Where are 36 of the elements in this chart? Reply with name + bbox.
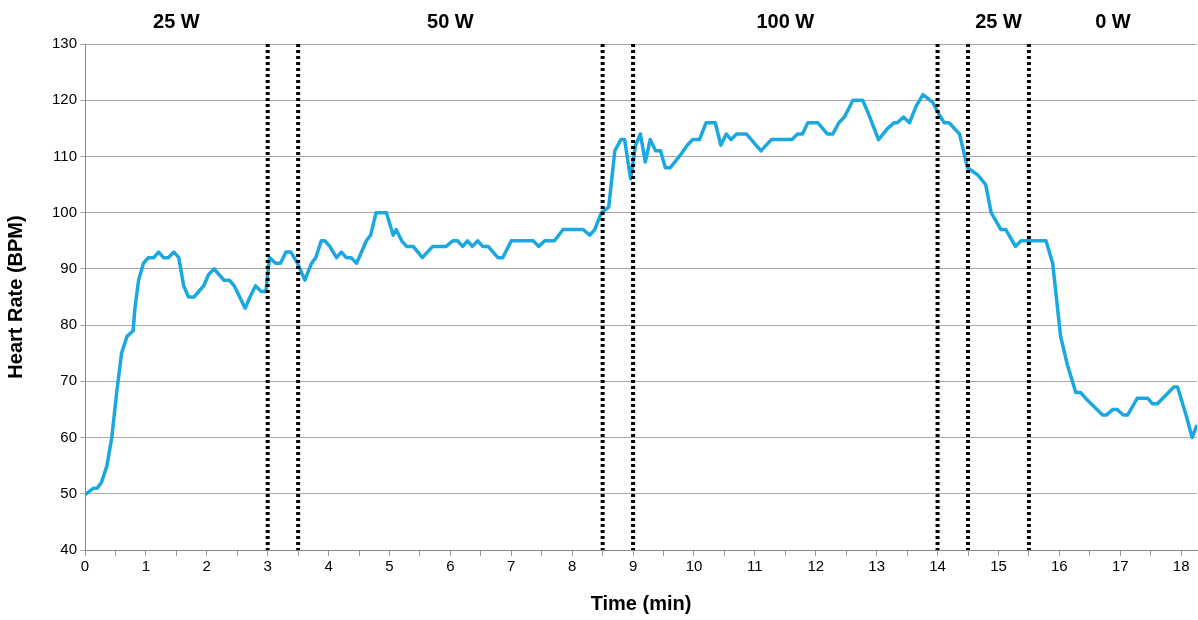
text: 25 W (975, 9, 1022, 32)
x-tick-label: 7 (507, 557, 516, 575)
x-tick-label: 18 (1172, 557, 1190, 575)
x-tick-label: 9 (628, 557, 638, 575)
x-axis-title: Time (min) (590, 591, 692, 614)
x-tick-label: 12 (807, 557, 825, 575)
x-tick-label: 15 (990, 557, 1007, 575)
y-tick-label: 100 (51, 202, 77, 220)
x-tick-label: 2 (202, 557, 211, 575)
y-tick-label: 70 (60, 371, 77, 389)
y-tick-label: 90 (60, 259, 77, 277)
y-tick-label: 80 (60, 315, 77, 333)
x-tick-label: 16 (1051, 557, 1068, 575)
text: 100 W (756, 9, 815, 32)
text: 0 W (1095, 9, 1131, 32)
text: 50 W (427, 9, 474, 32)
y-tick-label: 60 (60, 427, 77, 445)
x-tick-label: 10 (685, 557, 703, 575)
text: 25 W (153, 9, 200, 32)
y-tick-label: 110 (53, 146, 77, 164)
x-tick-label: 17 (1111, 557, 1129, 575)
x-tick-label: 3 (263, 557, 272, 575)
x-tick-label: 8 (568, 557, 577, 575)
x-tick-label: 6 (446, 557, 455, 575)
y-tick-label: 120 (51, 90, 77, 108)
x-tick-label: 11 (747, 557, 763, 575)
x-tick-label: 14 (929, 557, 946, 575)
x-tick-label: 1 (141, 557, 151, 575)
y-tick-label: 50 (60, 483, 77, 501)
x-tick-label: 5 (385, 557, 394, 575)
x-tick-label: 13 (868, 557, 886, 575)
x-tick-label: 4 (324, 557, 333, 575)
y-tick-label: 40 (60, 540, 77, 558)
y-tick-label: 130 (51, 34, 77, 52)
x-tick-label: 0 (80, 557, 90, 575)
y-axis-title: Heart Rate (BPM) (3, 215, 26, 379)
